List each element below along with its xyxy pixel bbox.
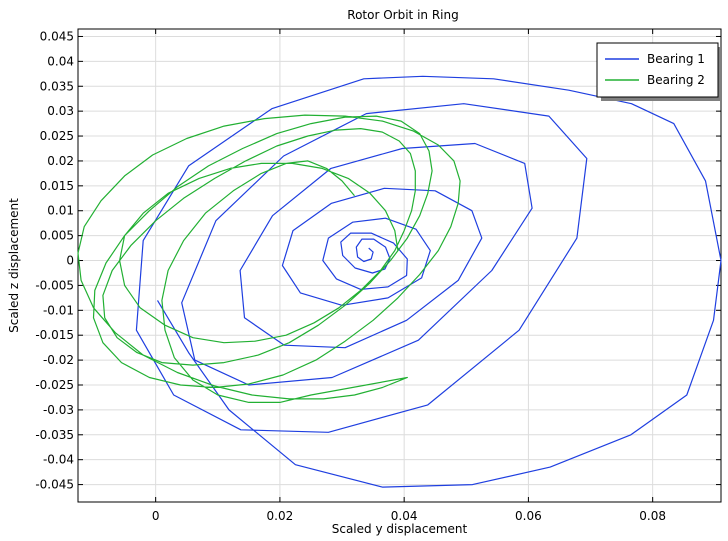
legend-label: Bearing 1 [647, 52, 705, 66]
series-line-1 [135, 75, 722, 488]
y-tick-label: 0.035 [40, 79, 74, 93]
y-tick-label: 0.005 [40, 229, 74, 243]
y-tick-label: 0.01 [47, 204, 74, 218]
x-axis-title: Scaled y displacement [332, 522, 468, 536]
chart-title: Rotor Orbit in Ring [347, 8, 458, 22]
legend-box [596, 42, 719, 98]
x-tick-label: 0.06 [515, 509, 542, 523]
y-tick-label: -0.01 [43, 303, 74, 317]
y-tick-label: -0.035 [35, 428, 74, 442]
x-tick-label: 0.04 [391, 509, 418, 523]
legend-label: Bearing 2 [647, 73, 705, 87]
y-tick-label: -0.015 [35, 328, 74, 342]
y-tick-label: -0.005 [35, 278, 74, 292]
y-axis-title: Scaled z displacement [7, 198, 21, 333]
series-lines [77, 75, 722, 488]
axis-ticks: 0 0.02 0.04 0.06 0.08 0.045 0.04 0.035 0.03 0.025… [35, 29, 721, 523]
grid [78, 29, 721, 502]
legend: Bearing 1 Bearing 2 [596, 42, 722, 101]
x-tick-label: 0.08 [639, 509, 666, 523]
y-tick-label: 0.025 [40, 129, 74, 143]
y-tick-label: 0.03 [47, 104, 74, 118]
y-tick-label: 0 [66, 254, 74, 268]
plot-area-frame [77, 28, 722, 503]
y-tick-label: -0.02 [43, 353, 74, 367]
series-line-2 [77, 114, 461, 403]
y-tick-label: -0.025 [35, 378, 74, 392]
x-tick-label: 0 [152, 509, 160, 523]
y-tick-label: 0.04 [47, 54, 74, 68]
x-tick-label: 0.02 [267, 509, 294, 523]
y-tick-label: 0.02 [47, 154, 74, 168]
y-tick-label: 0.045 [40, 29, 74, 43]
y-tick-label: 0.015 [40, 179, 74, 193]
y-tick-label: -0.04 [43, 453, 74, 467]
y-tick-label: -0.045 [35, 478, 74, 492]
y-tick-label: -0.03 [43, 403, 74, 417]
